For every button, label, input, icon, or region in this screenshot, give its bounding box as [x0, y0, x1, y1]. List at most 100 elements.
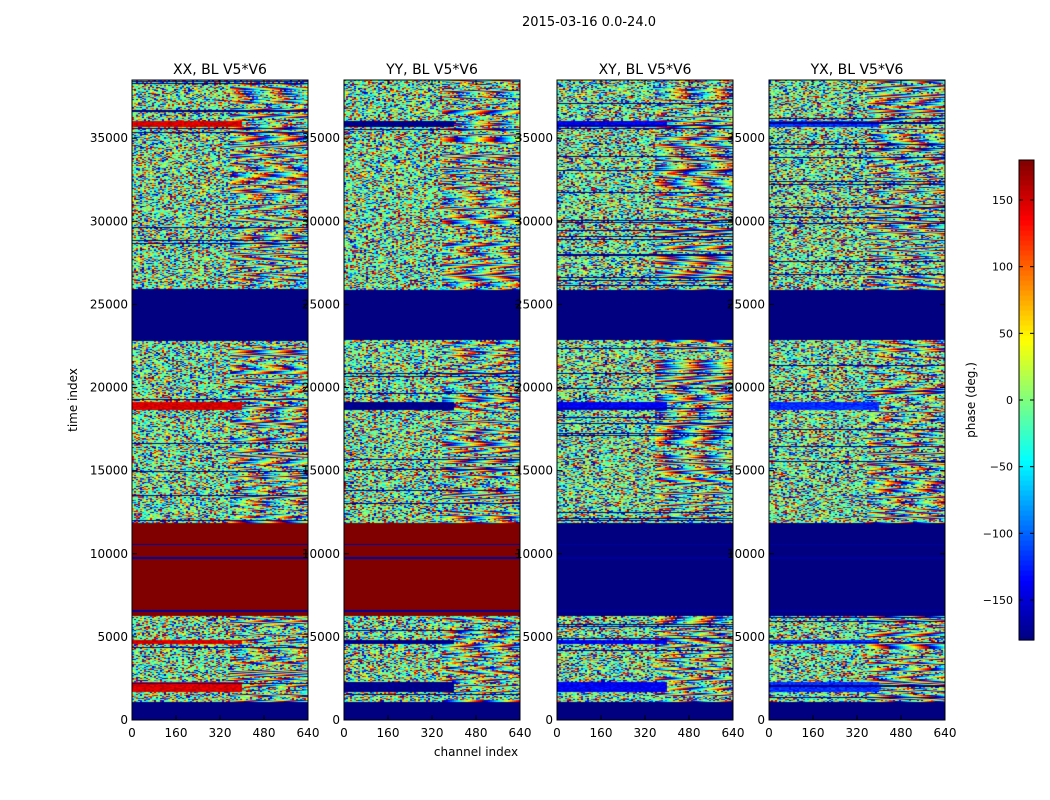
colorbar-segment	[1019, 515, 1034, 521]
colorbar-segment	[1019, 360, 1034, 366]
panel-3-y-tick-label: 5000	[522, 630, 553, 644]
colorbar-segment	[1019, 380, 1034, 386]
panel-1-y-tick-label: 30000	[90, 214, 128, 228]
colorbar-segment	[1019, 540, 1034, 546]
colorbar-segment	[1019, 505, 1034, 511]
colorbar-segment	[1019, 580, 1034, 586]
colorbar-segment	[1019, 545, 1034, 551]
panel-2-x-tick-label: 160	[377, 726, 400, 740]
panel-2-y-tick-label: 5000	[309, 630, 340, 644]
panel-2-y-tick-label: 15000	[302, 464, 340, 478]
panel-4-x-tick-label: 160	[802, 726, 825, 740]
panel-2-y-tick-label: 30000	[302, 214, 340, 228]
panel-1-heatmap	[132, 80, 308, 720]
panel-3-x-tick-label: 640	[722, 726, 745, 740]
colorbar-segment	[1019, 400, 1034, 406]
colorbar-segment	[1019, 345, 1034, 351]
colorbar-segment	[1019, 610, 1034, 616]
panel-4-y-tick-label: 25000	[727, 297, 765, 311]
panel-3-x-tick-label: 480	[678, 726, 701, 740]
panel-2: YY, BL V5*V6 0 160 320 480 640 0 5000 10000 15000…	[302, 62, 532, 740]
colorbar-segment	[1019, 425, 1034, 431]
colorbar-segment	[1019, 605, 1034, 611]
colorbar-segment	[1019, 590, 1034, 596]
colorbar-segment	[1019, 190, 1034, 196]
colorbar-segment	[1019, 405, 1034, 411]
colorbar-segment	[1019, 205, 1034, 211]
panel-1-y-tick-label: 10000	[90, 547, 128, 561]
panel-3-y-tick-label: 10000	[515, 547, 553, 561]
colorbar-segment	[1019, 495, 1034, 501]
colorbar-segment	[1019, 520, 1034, 526]
colorbar-segment	[1019, 510, 1034, 516]
panel-4-y-tick-label: 5000	[734, 630, 765, 644]
panel-4-y-tick-label: 15000	[727, 464, 765, 478]
colorbar-segment	[1019, 305, 1034, 311]
colorbar-tick-label: 50	[999, 327, 1013, 340]
panel-1: XX, BL V5*V6 0 160 320 480 640 0 5000 10000 15000…	[90, 62, 320, 740]
colorbar-segment	[1019, 295, 1034, 301]
colorbar-segment	[1019, 575, 1034, 581]
panel-4-y-tick-label: 20000	[727, 381, 765, 395]
colorbar-segment	[1019, 480, 1034, 486]
colorbar-segment	[1019, 180, 1034, 186]
colorbar-segment	[1019, 250, 1034, 256]
panel-1-x-tick-label: 0	[128, 726, 136, 740]
colorbar-segment	[1019, 485, 1034, 491]
colorbar-segment	[1019, 275, 1034, 281]
colorbar-segment	[1019, 525, 1034, 531]
panel-2-y-tick-label: 10000	[302, 547, 340, 561]
panel-4-x-tick-label: 0	[765, 726, 773, 740]
panel-4-y-tick-label: 0	[757, 713, 765, 727]
colorbar-label: phase (deg.)	[964, 362, 978, 438]
colorbar-segment	[1019, 595, 1034, 601]
panel-1-title: XX, BL V5*V6	[173, 62, 267, 78]
colorbar-segment	[1019, 235, 1034, 241]
panel-2-x-tick-label: 480	[465, 726, 488, 740]
panel-3-x-tick-label: 320	[634, 726, 657, 740]
colorbar-segment	[1019, 370, 1034, 376]
panel-2-y-tick-label: 20000	[302, 381, 340, 395]
panel-1-x-tick-label: 480	[253, 726, 276, 740]
panel-1-y-tick-label: 0	[120, 713, 128, 727]
colorbar-segment	[1019, 165, 1034, 171]
colorbar-tick-label: 150	[992, 194, 1013, 207]
colorbar-segment	[1019, 240, 1034, 246]
colorbar-segment	[1019, 255, 1034, 261]
panel-3-x-tick-label: 0	[553, 726, 561, 740]
panel-4-x-tick-label: 320	[846, 726, 869, 740]
colorbar-segment	[1019, 585, 1034, 591]
colorbar-segment	[1019, 450, 1034, 456]
colorbar-segment	[1019, 445, 1034, 451]
colorbar-segment	[1019, 470, 1034, 476]
colorbar-segment	[1019, 475, 1034, 481]
x-axis-label: channel index	[434, 745, 518, 759]
colorbar-segment	[1019, 270, 1034, 276]
colorbar-segment	[1019, 635, 1034, 641]
colorbar-segment	[1019, 185, 1034, 191]
panel-1-y-tick-label: 25000	[90, 297, 128, 311]
panel-4-y-tick-label: 10000	[727, 547, 765, 561]
colorbar-segment	[1019, 460, 1034, 466]
panel-3-y-tick-label: 0	[545, 713, 553, 727]
colorbar-segment	[1019, 390, 1034, 396]
colorbar-segment	[1019, 500, 1034, 506]
panel-2-x-tick-label: 0	[340, 726, 348, 740]
panel-4-x-tick-label: 640	[934, 726, 957, 740]
colorbar-segment	[1019, 530, 1034, 536]
panel-4-x-tick-label: 480	[890, 726, 913, 740]
colorbar-segment	[1019, 265, 1034, 271]
colorbar-segment	[1019, 310, 1034, 316]
colorbar-segment	[1019, 560, 1034, 566]
colorbar-segment	[1019, 350, 1034, 356]
colorbar-tick-label: −50	[990, 461, 1013, 474]
colorbar-segment	[1019, 340, 1034, 346]
colorbar-segment	[1019, 490, 1034, 496]
panel-1-y-tick-label: 5000	[97, 630, 128, 644]
panel-3-y-tick-label: 35000	[515, 131, 553, 145]
colorbar-segment	[1019, 535, 1034, 541]
colorbar-segment	[1019, 375, 1034, 381]
colorbar-segment	[1019, 600, 1034, 606]
colorbar-segment	[1019, 290, 1034, 296]
